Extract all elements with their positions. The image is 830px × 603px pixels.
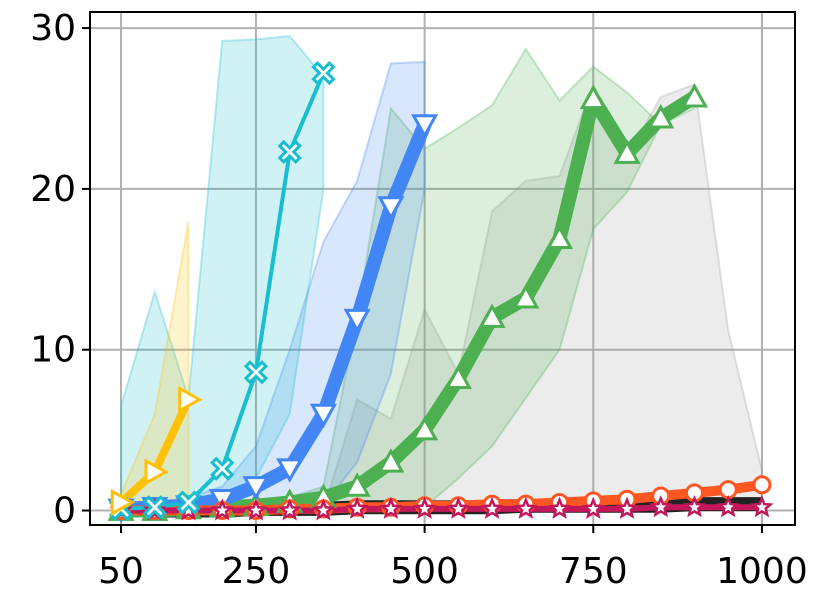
marker (478, 303, 506, 328)
marker (512, 284, 540, 309)
marker (176, 490, 201, 515)
marker (244, 498, 268, 521)
marker (277, 139, 302, 165)
marker (379, 496, 403, 519)
marker (716, 495, 740, 518)
marker (309, 403, 337, 429)
marker (110, 488, 136, 517)
marker (243, 360, 269, 385)
marker (547, 496, 572, 519)
y-tick-label: 30 (30, 8, 76, 49)
marker (377, 448, 405, 473)
marker (649, 495, 673, 518)
marker (343, 472, 371, 497)
marker (647, 104, 675, 129)
marker (581, 496, 605, 519)
marker (682, 495, 707, 518)
marker (345, 496, 369, 519)
marker (144, 458, 169, 486)
x-tick-label: 50 (98, 551, 144, 592)
marker (142, 495, 167, 520)
x-tick-label: 1000 (716, 551, 808, 592)
marker (615, 496, 639, 519)
marker (210, 498, 234, 521)
y-tick-label: 10 (30, 330, 76, 371)
y-tick-label: 20 (30, 169, 76, 210)
marker (311, 498, 336, 521)
marker (680, 83, 709, 108)
marker (178, 386, 203, 414)
x-tick-label: 250 (222, 551, 291, 592)
marker (514, 496, 538, 519)
marker (446, 496, 471, 519)
x-tick-label: 750 (559, 551, 628, 592)
marker (444, 364, 472, 389)
marker (480, 496, 504, 519)
marker (242, 476, 270, 501)
marker (613, 139, 641, 164)
marker (277, 498, 302, 521)
marker (546, 224, 574, 250)
marker (377, 196, 405, 221)
y-tick-label: 0 (53, 491, 76, 532)
marker (412, 496, 437, 519)
marker (750, 495, 774, 518)
plot-frame (89, 11, 796, 526)
marker (311, 60, 336, 86)
marker (411, 416, 439, 441)
marker (276, 458, 304, 483)
marker (579, 84, 607, 110)
marker (210, 456, 235, 481)
marker (411, 114, 439, 139)
marker (343, 308, 371, 334)
marker (752, 475, 772, 495)
x-tick-label: 500 (390, 551, 459, 592)
